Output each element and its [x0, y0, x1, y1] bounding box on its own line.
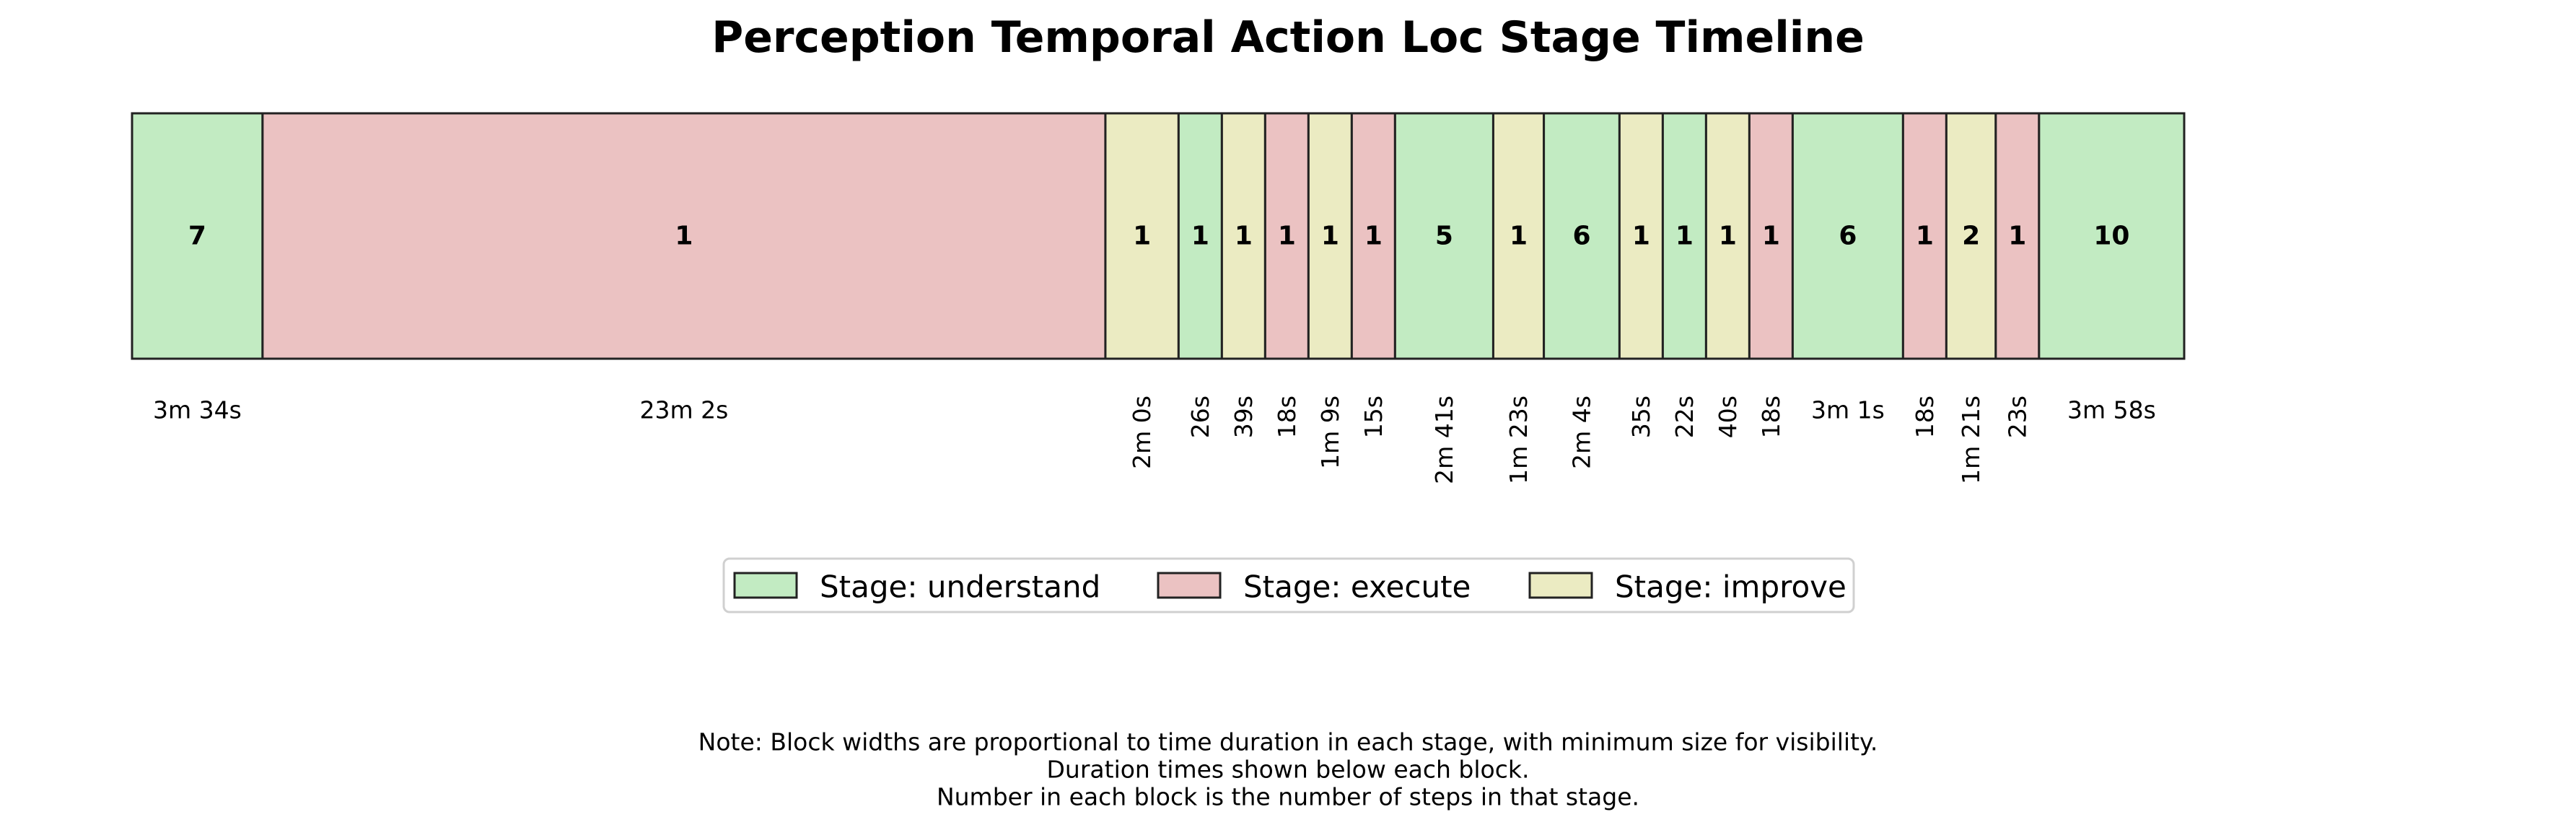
block-duration-label: 2m 4s — [1567, 396, 1595, 469]
block-duration-label: 15s — [1359, 396, 1388, 438]
block-duration-label: 1m 9s — [1316, 396, 1344, 469]
block-duration-label: 26s — [1186, 396, 1214, 438]
block-step-count: 1 — [1719, 222, 1737, 251]
block-duration-label: 18s — [1911, 396, 1939, 438]
stage-block-improve — [1104, 112, 1180, 360]
block-duration-label: 2m 41s — [1430, 396, 1458, 484]
block-duration-label: 1m 21s — [1957, 396, 1985, 484]
block-step-count: 1 — [1916, 222, 1934, 251]
stage-block-execute — [1901, 112, 1948, 360]
legend-swatch-execute — [1157, 572, 1222, 599]
legend-label-improve: Stage: improve — [1615, 569, 1846, 605]
block-step-count: 1 — [1278, 222, 1296, 251]
stage-block-understand — [1393, 112, 1494, 360]
block-duration-label: 23s — [2003, 396, 2031, 438]
block-step-count: 1 — [1321, 222, 1339, 251]
block-duration-label: 22s — [1670, 396, 1699, 438]
stage-block-improve — [1491, 112, 1546, 360]
block-step-count: 1 — [1133, 222, 1151, 251]
block-duration-label: 40s — [1714, 396, 1742, 438]
chart-title: Perception Temporal Action Loc Stage Tim… — [711, 12, 1865, 63]
legend-label-understand: Stage: understand — [820, 569, 1100, 605]
stage-block-understand — [1791, 112, 1904, 360]
legend-label-execute: Stage: execute — [1243, 569, 1471, 605]
stage-block-execute — [1350, 112, 1396, 360]
block-step-count: 1 — [1762, 222, 1780, 251]
block-duration-label: 3m 58s — [2067, 396, 2156, 424]
block-duration-label: 39s — [1230, 396, 1258, 438]
block-step-count: 7 — [188, 222, 206, 251]
block-step-count: 1 — [1235, 222, 1253, 251]
block-step-count: 6 — [1572, 222, 1590, 251]
stage-block-understand — [2038, 112, 2186, 360]
block-duration-label: 18s — [1757, 396, 1785, 438]
legend-swatch-improve — [1528, 572, 1593, 599]
stage-block-improve — [1618, 112, 1664, 360]
block-step-count: 5 — [1435, 222, 1453, 251]
stage-block-execute — [1263, 112, 1310, 360]
footnote: Note: Block widths are proportional to t… — [698, 728, 1878, 811]
stage-block-understand — [1661, 112, 1707, 360]
block-duration-label: 3m 1s — [1811, 396, 1885, 424]
block-step-count: 6 — [1839, 222, 1857, 251]
block-duration-label: 35s — [1627, 396, 1655, 438]
block-duration-label: 2m 0s — [1128, 396, 1156, 469]
block-step-count: 1 — [1510, 222, 1528, 251]
duration-labels: 3m 34s 23m 2s 2m 0s 26s 39s 18s 1m 9s 15s 2m 41s… — [153, 396, 2156, 484]
stage-block-understand — [131, 112, 264, 360]
block-step-count: 2 — [1962, 222, 1980, 251]
legend-swatch-understand — [733, 572, 798, 599]
note-line: Number in each block is the number of st… — [937, 783, 1639, 811]
note-line: Duration times shown below each block. — [1047, 756, 1530, 784]
block-duration-label: 3m 34s — [153, 396, 242, 424]
block-duration-label: 18s — [1273, 396, 1301, 438]
stage-block-improve — [1945, 112, 1997, 360]
stage-block-improve — [1220, 112, 1266, 360]
timeline-blocks: 7 1 1 1 1 1 1 1 5 1 6 1 1 1 1 6 1 2 1 10 — [131, 112, 2186, 360]
note-line: Note: Block widths are proportional to t… — [698, 728, 1878, 756]
block-step-count: 1 — [1191, 222, 1209, 251]
stage-block-improve — [1704, 112, 1751, 360]
stage-block-execute — [1994, 112, 2041, 360]
block-step-count: 1 — [1364, 222, 1383, 251]
block-step-count: 1 — [1675, 222, 1694, 251]
legend: Stage: understand Stage: execute Stage: im… — [722, 557, 1855, 613]
block-step-count: 1 — [2008, 222, 2026, 251]
block-step-count: 1 — [675, 222, 693, 251]
stage-block-improve — [1307, 112, 1353, 360]
block-step-count: 10 — [2093, 222, 2129, 251]
block-duration-label: 23m 2s — [639, 396, 728, 424]
block-step-count: 1 — [1632, 222, 1650, 251]
stage-block-execute — [261, 112, 1107, 360]
block-duration-label: 1m 23s — [1504, 396, 1533, 484]
